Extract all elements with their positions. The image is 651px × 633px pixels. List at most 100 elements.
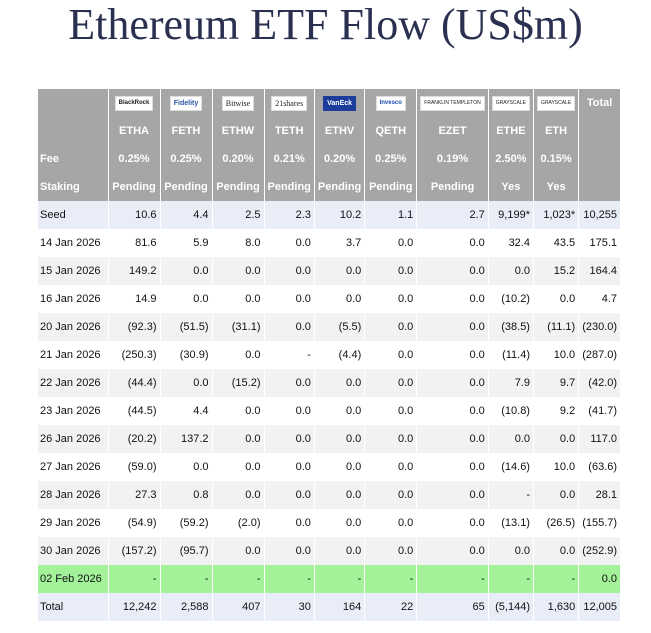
- table-cell: 0.0: [364, 313, 418, 341]
- etf-flow-table: BlackRock Fidelity Bitwise 21shares VanE…: [38, 89, 622, 621]
- table-cell: (10.8): [488, 397, 534, 425]
- table-cell: 65: [416, 593, 489, 621]
- table-cell: 0.0: [212, 257, 265, 285]
- table-cell: 32.4: [488, 229, 534, 257]
- table-row: 02 Feb 2026- - - - - - - - -0.0: [38, 565, 622, 593]
- table-cell: -: [264, 341, 315, 369]
- table-cell: (287.0): [578, 341, 622, 369]
- table-cell: 0.0: [264, 537, 315, 565]
- table-cell: 12,242: [108, 593, 161, 621]
- table-cell: 0.0: [264, 257, 315, 285]
- table-cell: 0.0: [364, 397, 418, 425]
- ticker-2: ETHW: [212, 117, 265, 145]
- table-cell: 0.0: [264, 453, 315, 481]
- table-cell: (42.0): [578, 369, 622, 397]
- logo-21shares: 21shares: [264, 89, 315, 117]
- fee-2: 0.20%: [212, 145, 265, 173]
- table-cell: 0.0: [160, 369, 213, 397]
- table-cell: 4.4: [160, 397, 213, 425]
- table-cell: 0.0: [578, 565, 622, 593]
- table-cell: 22: [364, 593, 418, 621]
- table-cell: 0.0: [364, 369, 418, 397]
- logo-blackrock: BlackRock: [108, 89, 161, 117]
- table-cell: 0.0: [416, 425, 489, 453]
- table-cell: 0.0: [314, 453, 366, 481]
- table-cell: (30.9): [160, 341, 213, 369]
- table-cell: -: [264, 565, 315, 593]
- table-cell: (252.9): [578, 537, 622, 565]
- table-cell: 10,255: [578, 201, 622, 229]
- ticker-7: ETHE: [488, 117, 534, 145]
- ticker-corner: [38, 117, 109, 145]
- table-cell: (4.4): [314, 341, 366, 369]
- logo-row: BlackRock Fidelity Bitwise 21shares VanE…: [38, 89, 622, 117]
- row-label: 27 Jan 2026: [38, 453, 109, 481]
- table-cell: (5.5): [314, 313, 366, 341]
- table-cell: (2.0): [212, 509, 265, 537]
- logo-franklin: FRANKLIN TEMPLETON: [416, 89, 489, 117]
- table-cell: 9.2: [533, 397, 580, 425]
- fee-0: 0.25%: [108, 145, 161, 173]
- table-cell: (59.2): [160, 509, 213, 537]
- table-cell: (95.7): [160, 537, 213, 565]
- table-cell: -: [533, 565, 580, 593]
- fee-row: Fee 0.25% 0.25% 0.20% 0.21% 0.20% 0.25% 0.19% 2…: [38, 145, 622, 173]
- table-cell: (10.2): [488, 285, 534, 313]
- table-cell: 0.0: [212, 481, 265, 509]
- table-cell: (155.7): [578, 509, 622, 537]
- table-row: Seed 10.6 4.4 2.5 2.3 10.2 1.1 2.7 9,199* 1,023* 1…: [38, 201, 622, 229]
- table-cell: 0.0: [160, 285, 213, 313]
- row-label: 22 Jan 2026: [38, 369, 109, 397]
- row-label: 14 Jan 2026: [38, 229, 109, 257]
- total-header: Total: [578, 89, 622, 117]
- table-cell: 1,630: [533, 593, 580, 621]
- row-label: Seed: [38, 201, 109, 229]
- table-cell: 0.0: [364, 257, 418, 285]
- staking-7: Yes: [488, 173, 534, 201]
- table-cell: 149.2: [108, 257, 161, 285]
- table-cell: 0.0: [160, 453, 213, 481]
- table-cell: 0.0: [364, 453, 418, 481]
- table-cell: (51.5): [160, 313, 213, 341]
- table-cell: 117.0: [578, 425, 622, 453]
- staking-label: Staking: [38, 173, 109, 201]
- staking-5: Pending: [364, 173, 418, 201]
- table-cell: 0.0: [264, 481, 315, 509]
- ticker-1: FETH: [160, 117, 213, 145]
- table-cell: -: [160, 565, 213, 593]
- table-cell: (92.3): [108, 313, 161, 341]
- table-cell: 81.6: [108, 229, 161, 257]
- table-cell: -: [488, 565, 534, 593]
- table-row: Total 12,242 2,588 407 30 164 22 65 (5,144) 1,630…: [38, 593, 622, 621]
- table-cell: -: [364, 565, 418, 593]
- table-cell: 10.6: [108, 201, 161, 229]
- table-cell: 0.0: [212, 537, 265, 565]
- table-cell: -: [488, 481, 534, 509]
- staking-4: Pending: [314, 173, 366, 201]
- table-cell: 4.7: [578, 285, 622, 313]
- ticker-0: ETHA: [108, 117, 161, 145]
- table-row: 14 Jan 2026 81.6 5.9 8.0 0.0 3.7 0.0 0.0 32.4 43.…: [38, 229, 622, 257]
- table-cell: (157.2): [108, 537, 161, 565]
- table-cell: 164.4: [578, 257, 622, 285]
- table-cell: (5,144): [488, 593, 534, 621]
- table-cell: 3.7: [314, 229, 366, 257]
- table-cell: 2.5: [212, 201, 265, 229]
- table-cell: 0.0: [488, 537, 534, 565]
- table-cell: (38.5): [488, 313, 534, 341]
- table-cell: 164: [314, 593, 366, 621]
- corner-cell: [38, 89, 109, 117]
- table-cell: 10.0: [533, 341, 580, 369]
- table-cell: 0.0: [212, 425, 265, 453]
- table-cell: 0.0: [533, 285, 580, 313]
- table-cell: -: [212, 565, 265, 593]
- table-cell: 0.0: [212, 397, 265, 425]
- table-cell: (250.3): [108, 341, 161, 369]
- table-cell: 28.1: [578, 481, 622, 509]
- table-cell: 0.0: [416, 537, 489, 565]
- row-label: 02 Feb 2026: [38, 565, 109, 593]
- logo-bitwise: Bitwise: [212, 89, 265, 117]
- table-cell: (20.2): [108, 425, 161, 453]
- table-cell: (41.7): [578, 397, 622, 425]
- row-label: 15 Jan 2026: [38, 257, 109, 285]
